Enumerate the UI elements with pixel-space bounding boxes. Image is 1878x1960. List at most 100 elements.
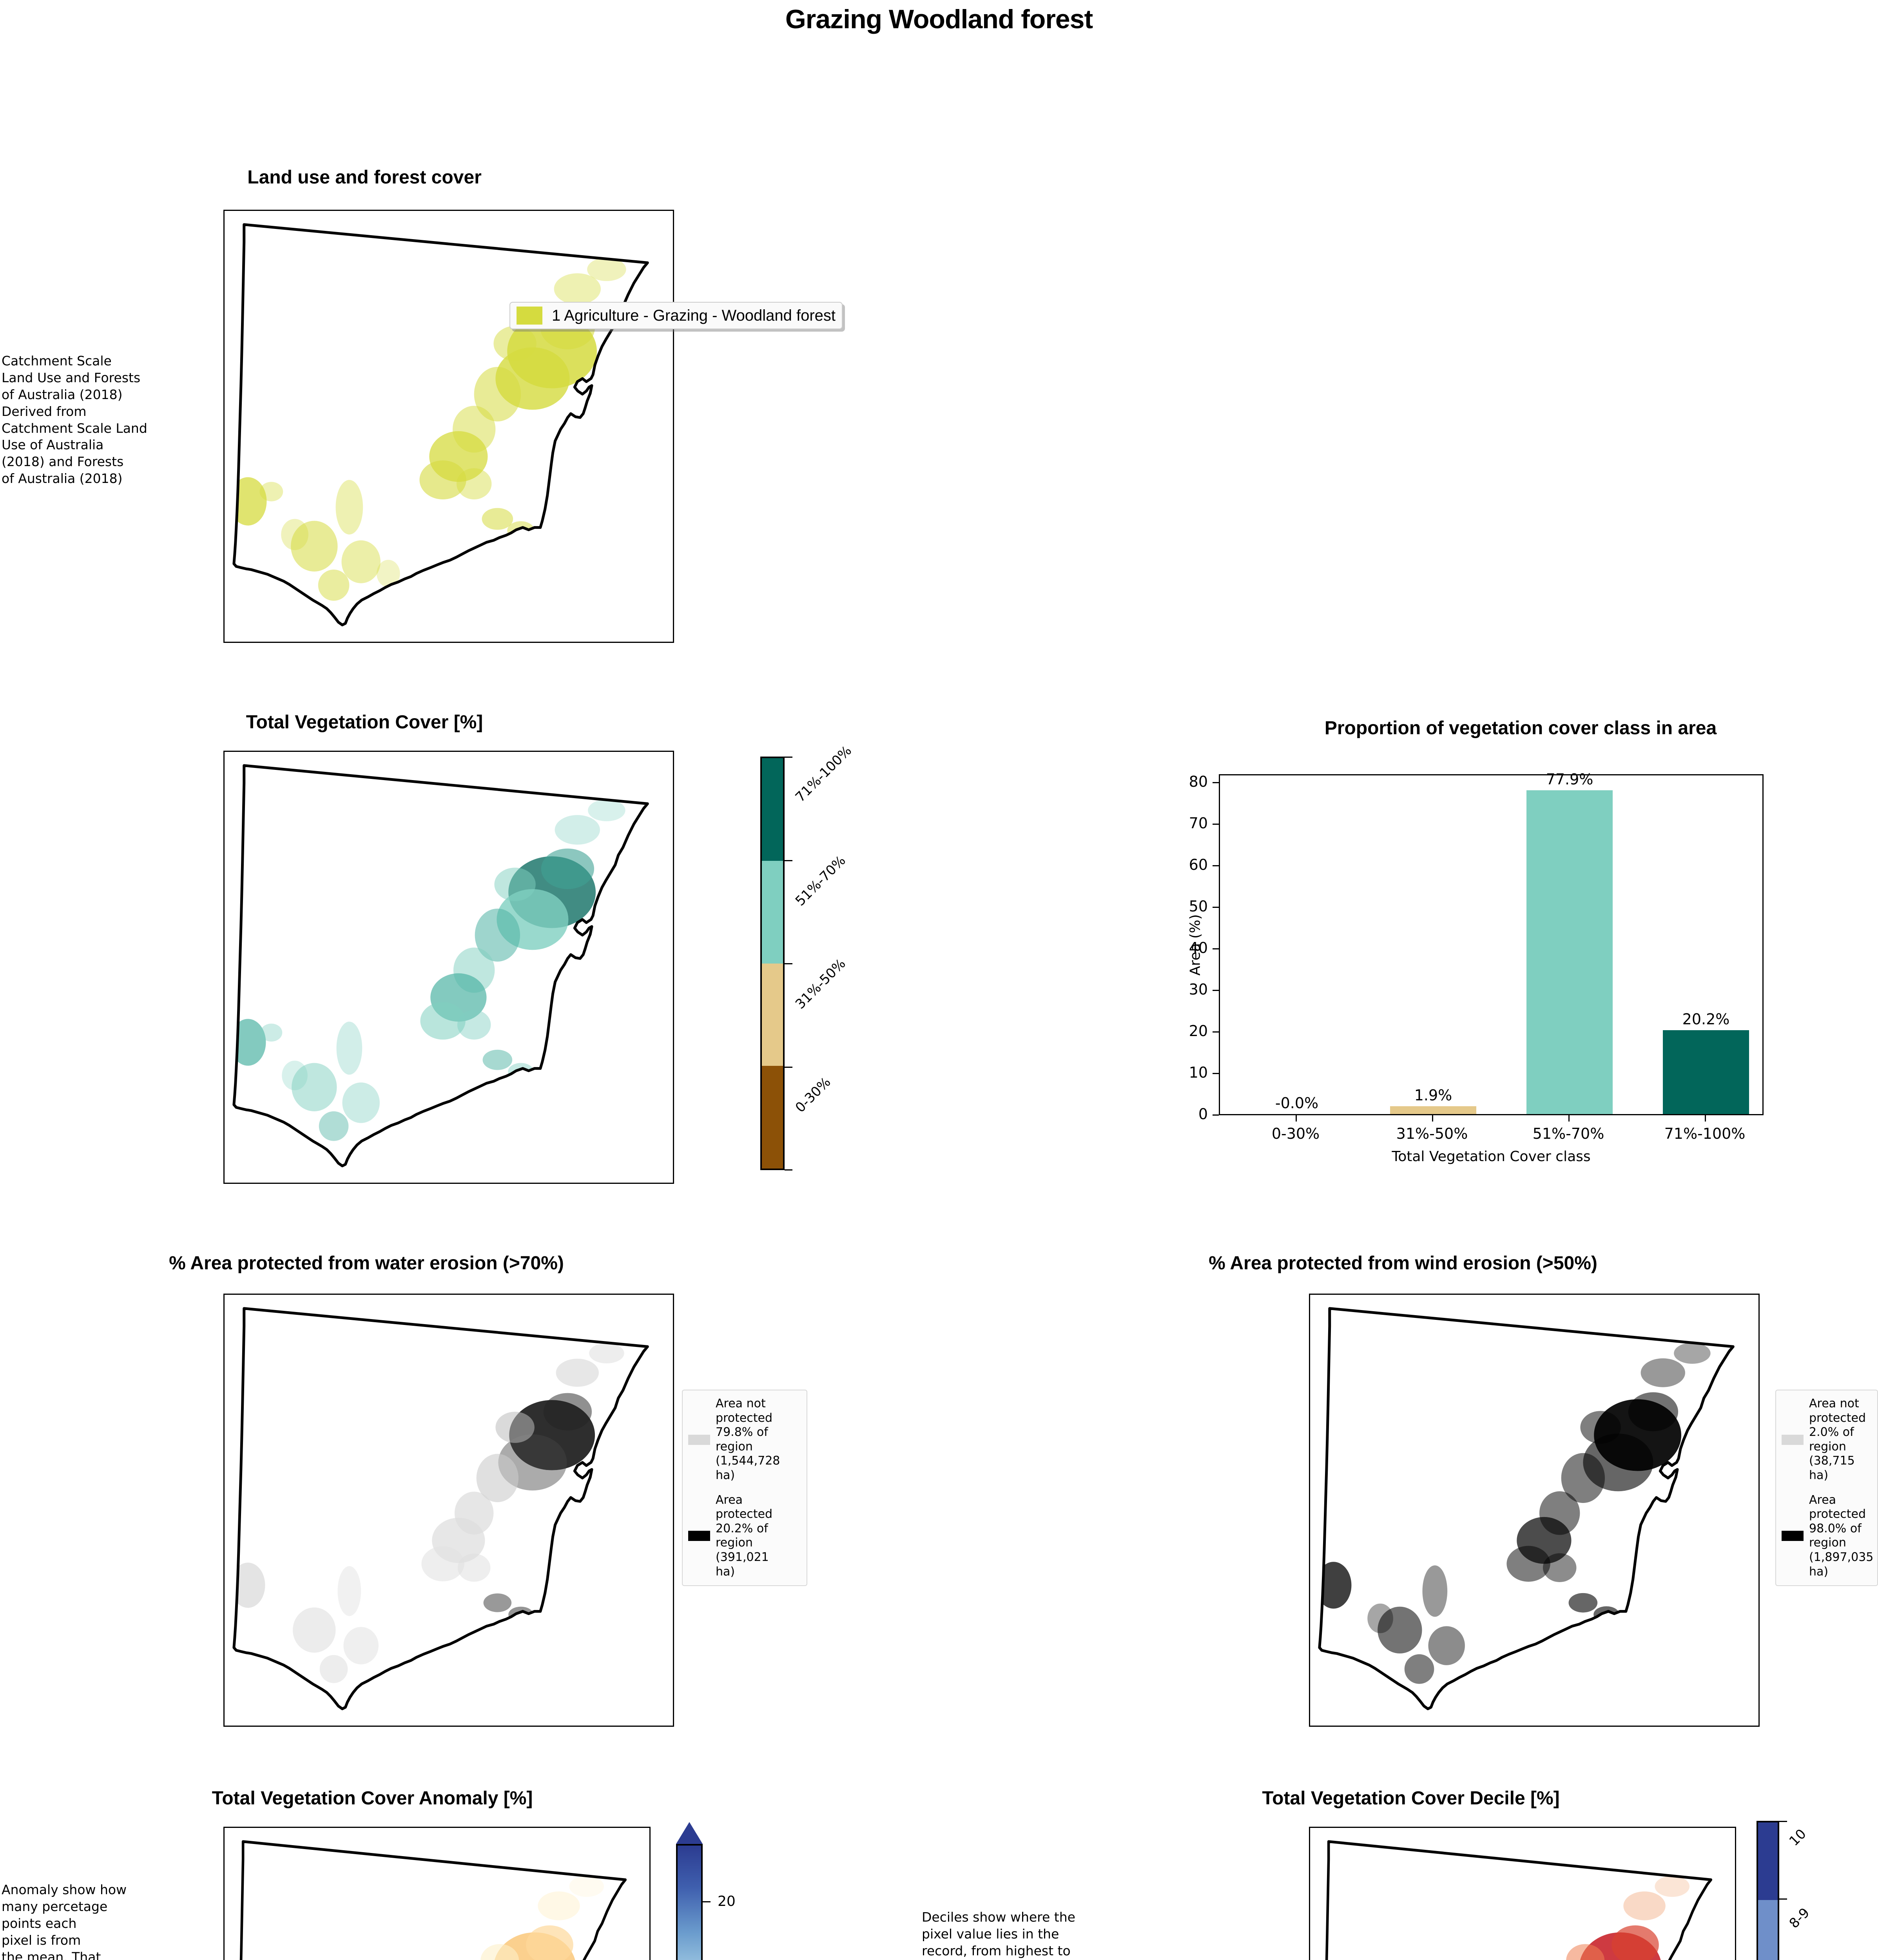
map-decile-canvas [1310, 1828, 1735, 1960]
xtick-mark-0 [1296, 1115, 1297, 1122]
wind-erosion-vector [1310, 1295, 1758, 1726]
panel-title-wind-erosion: % Area protected from wind erosion (>50%… [1209, 1253, 1597, 1274]
land-use-legend-swatch [517, 307, 542, 325]
ytick-mark-80 [1213, 782, 1219, 783]
cbar-tick-3 [785, 1067, 792, 1068]
bar-value-31-50: 1.9% [1414, 1087, 1452, 1104]
legend-swatch-protected-wind [1782, 1531, 1804, 1541]
bar-value-0-30: -0.0% [1275, 1094, 1319, 1112]
cbar-tick-2 [785, 963, 792, 964]
map-land-use[interactable] [223, 210, 674, 643]
anomaly-patches [480, 1876, 604, 1960]
veg-class-proportion-chart: Proportion of vegetation cover class in … [1160, 717, 1878, 1207]
xtick-mark-2 [1568, 1115, 1570, 1122]
xtick-label-51-70: 51%-70% [1532, 1125, 1604, 1142]
anomaly-note: Anomaly show how many percetage points e… [2, 1882, 127, 1960]
water-erosion-vector [225, 1295, 673, 1726]
veg-cover-patches [234, 799, 625, 1141]
map-wind-erosion[interactable] [1309, 1294, 1760, 1727]
veg-cover-vector [225, 752, 673, 1183]
page-title: Grazing Woodland forest [785, 4, 1093, 34]
cbar-seg-31-50 [762, 963, 783, 1066]
bar-51-70[interactable] [1526, 790, 1613, 1114]
legend-row-protected: Area protected 20.2% of region (391,021 … [688, 1493, 801, 1579]
ytick-mark-10 [1213, 1073, 1219, 1074]
xtick-label-71-100: 71%-100% [1664, 1125, 1746, 1142]
bar-71-100[interactable] [1663, 1030, 1749, 1114]
xtick-mark-3 [1705, 1115, 1706, 1122]
xtick-label-0-30: 0-30% [1271, 1125, 1320, 1142]
chart-title: Proportion of vegetation cover class in … [1324, 718, 1717, 739]
legend-swatch-not-protected-wind [1782, 1434, 1804, 1445]
legend-row-not-protected: Area not protected 79.8% of region (1,54… [688, 1397, 801, 1483]
chart-x-axis-label: Total Vegetation Cover class [1392, 1149, 1591, 1165]
cbar-label-51-70: 51%-70% [792, 853, 849, 909]
map-anomaly[interactable] [223, 1827, 651, 1960]
legend-swatch-protected [688, 1531, 710, 1541]
legend-text-protected: Area protected 20.2% of region (391,021 … [716, 1493, 773, 1579]
map-wind-erosion-canvas [1310, 1295, 1758, 1726]
veg-cover-colorbar: 71%-100% 51%-70% 31%-50% 0-30% [760, 743, 925, 1172]
ytick-label-50: 50 [1189, 898, 1208, 915]
ytick-mark-0 [1213, 1114, 1219, 1116]
panel-title-land-use: Land use and forest cover [247, 167, 482, 188]
decile-tick-0 [1779, 1821, 1787, 1822]
ytick-label-30: 30 [1189, 981, 1208, 998]
veg-cover-colorbar-body [760, 757, 785, 1170]
wind-erosion-patches [1319, 1343, 1711, 1684]
land-use-patches [234, 258, 626, 601]
cbar-tick-1 [785, 860, 792, 861]
wind-erosion-legend[interactable]: Area not protected 2.0% of region (38,71… [1775, 1390, 1878, 1586]
map-water-erosion-canvas [225, 1295, 673, 1726]
ytick-label-20: 20 [1189, 1022, 1208, 1040]
anomaly-vector [225, 1828, 649, 1960]
decile-tick-1 [1779, 1898, 1787, 1900]
land-use-legend[interactable]: 1 Agriculture - Grazing - Woodland fores… [509, 302, 843, 329]
ytick-mark-20 [1213, 1031, 1219, 1033]
anomaly-tickmark-20 [703, 1901, 711, 1902]
legend-text-protected-wind: Area protected 98.0% of region (1,897,03… [1809, 1493, 1874, 1579]
legend-swatch-not-protected [688, 1434, 710, 1445]
cbar-label-0-30: 0-30% [792, 1074, 834, 1116]
water-erosion-patches [234, 1343, 624, 1683]
panel-title-water-erosion: % Area protected from water erosion (>70… [169, 1253, 564, 1274]
decile-seg-10 [1758, 1822, 1778, 1900]
bar-31-50[interactable] [1390, 1106, 1476, 1114]
ytick-label-0: 0 [1198, 1105, 1208, 1123]
water-erosion-legend[interactable]: Area not protected 79.8% of region (1,54… [682, 1390, 807, 1586]
map-decile[interactable] [1309, 1827, 1736, 1960]
ytick-label-10: 10 [1189, 1064, 1208, 1081]
ytick-mark-70 [1213, 824, 1219, 825]
decile-patches [1566, 1876, 1690, 1960]
decile-colorbar-body [1757, 1821, 1779, 1960]
land-use-legend-label: 1 Agriculture - Grazing - Woodland fores… [552, 307, 836, 324]
map-water-erosion[interactable] [223, 1294, 674, 1727]
cbar-label-31-50: 31%-50% [792, 956, 849, 1013]
decile-note: Deciles show where the pixel value lies … [922, 1909, 1075, 1960]
panel-title-decile: Total Vegetation Cover Decile [%] [1262, 1788, 1560, 1809]
map-veg-cover-canvas [225, 752, 673, 1183]
bar-value-71-100: 20.2% [1682, 1011, 1730, 1028]
anomaly-tick-20: 20 [718, 1893, 736, 1909]
ytick-label-40: 40 [1189, 939, 1208, 956]
land-use-vector [232, 223, 649, 626]
cbar-tick-bottom [785, 1169, 792, 1171]
ytick-mark-40 [1213, 948, 1219, 949]
bar-value-51-70: 77.9% [1546, 771, 1593, 788]
ytick-mark-60 [1213, 865, 1219, 866]
anomaly-colorbar-arrow-top [676, 1822, 703, 1844]
land-use-note: Catchment Scale Land Use and Forests of … [2, 353, 147, 486]
cbar-seg-71-100 [762, 758, 783, 861]
chart-plot-area: -0.0% 1.9% 77.9% 20.2% [1219, 771, 1764, 1115]
anomaly-colorbar: 20 10 0 −10 −20 [676, 1822, 805, 1960]
decile-label-10: 10 [1786, 1826, 1809, 1849]
legend-text-not-protected-wind: Area not protected 2.0% of region (38,71… [1809, 1397, 1866, 1482]
legend-row-not-protected-wind: Area not protected 2.0% of region (38,71… [1782, 1397, 1872, 1483]
map-veg-cover[interactable] [223, 751, 674, 1184]
ytick-mark-30 [1213, 990, 1219, 991]
map-land-use-canvas [225, 211, 673, 642]
cbar-seg-51-70 [762, 860, 783, 964]
ytick-label-60: 60 [1189, 856, 1208, 873]
decile-seg-8-9 [1758, 1900, 1778, 1960]
decile-colorbar: 10 8-9 4-7 2-3 1 [1757, 1821, 1878, 1960]
